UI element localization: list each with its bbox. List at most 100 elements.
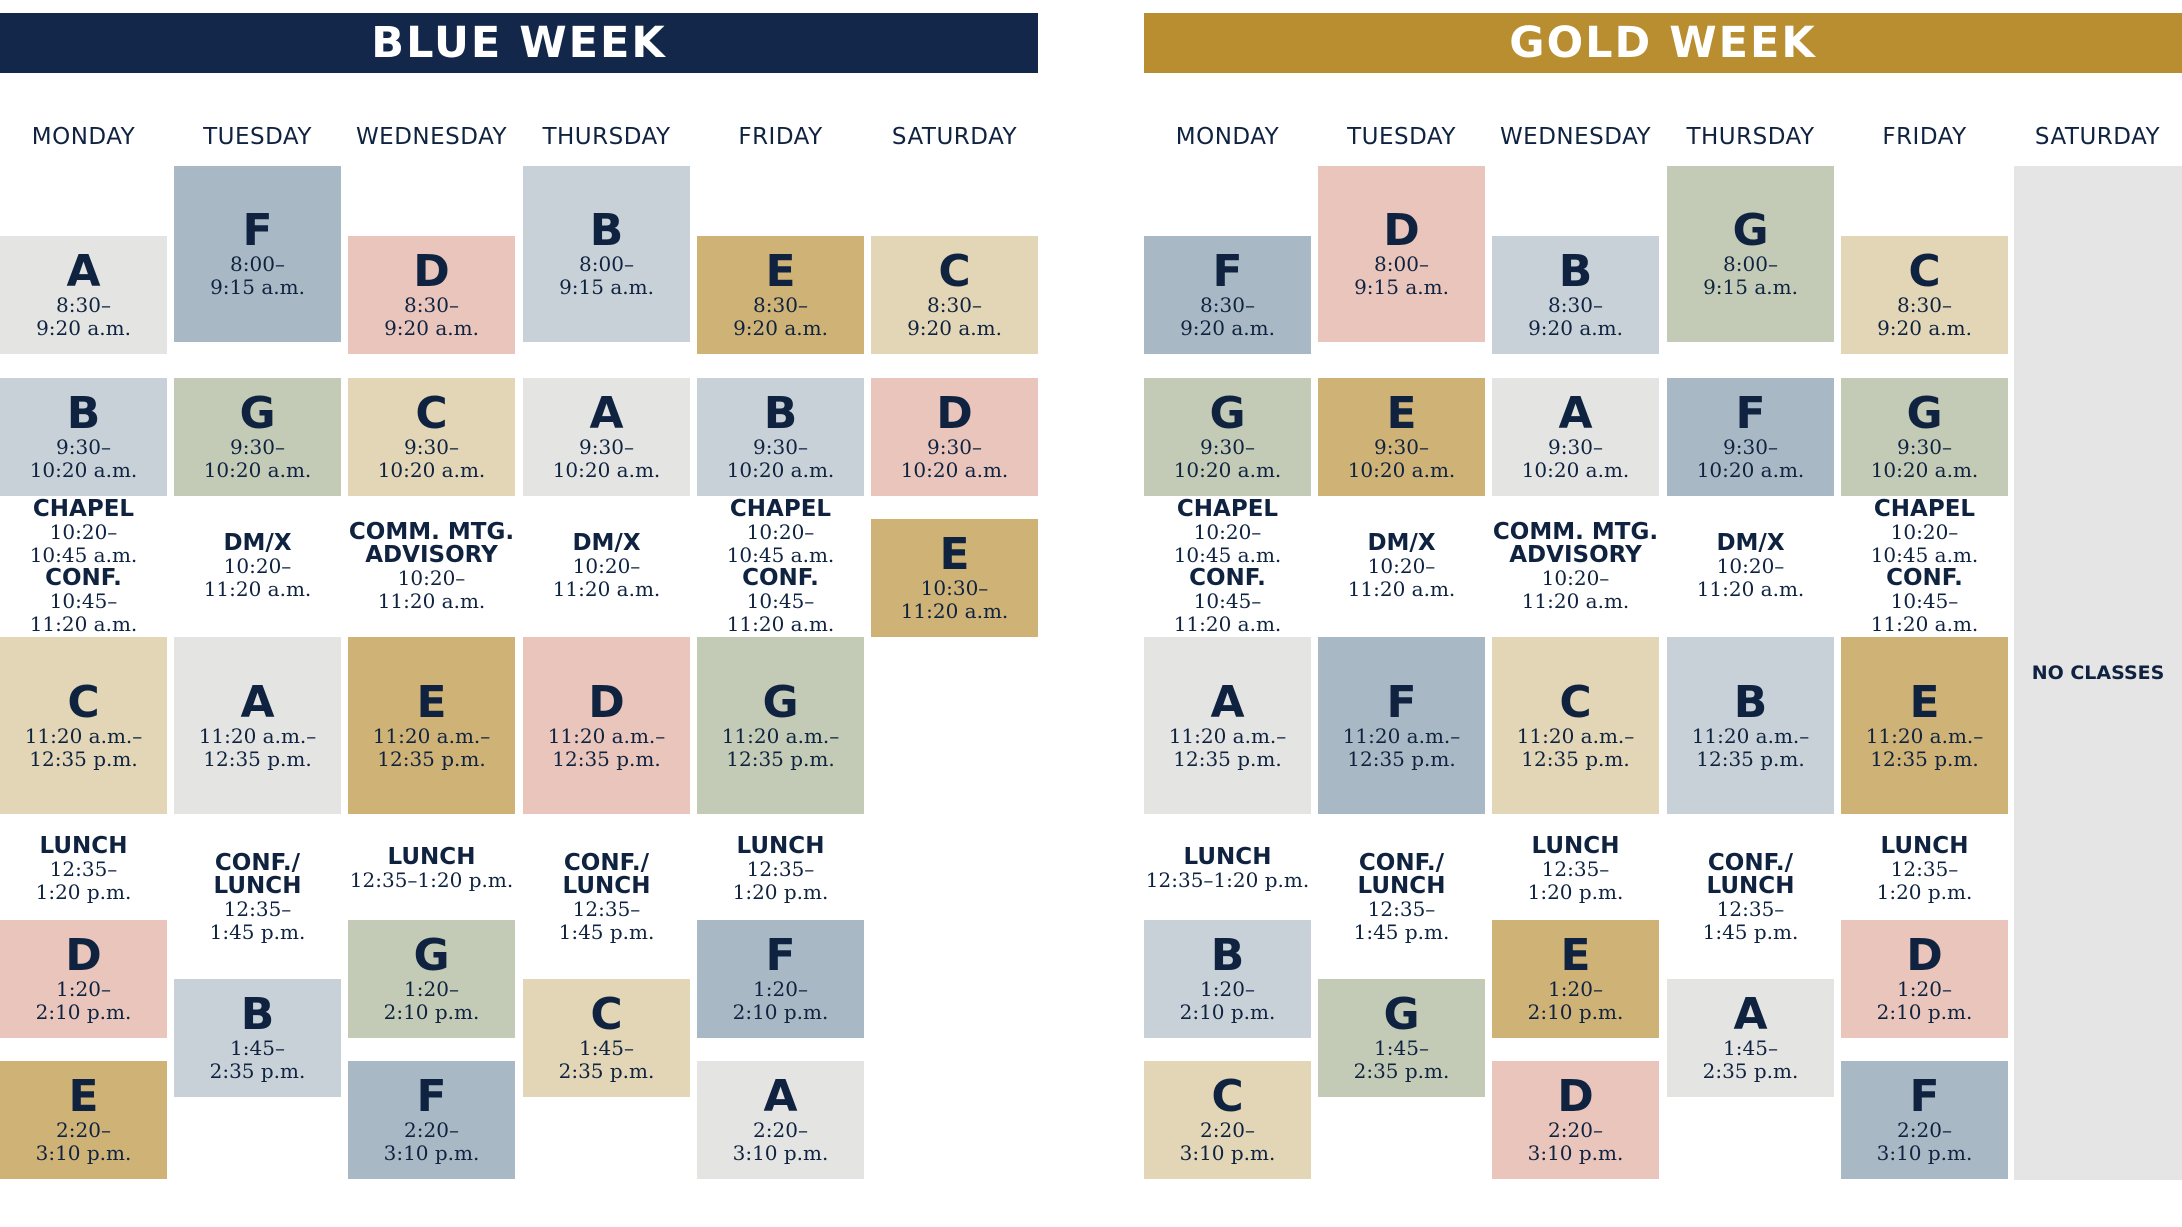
gold-week-banner: GOLD WEEK	[1144, 13, 2182, 73]
block-letter: A	[240, 676, 275, 728]
gold-class-block: C 11:20 a.m.– 12:35 p.m.	[1492, 637, 1659, 814]
block-start-time: 9:30–	[230, 435, 285, 459]
info-time: 11:20 a.m.	[726, 611, 835, 636]
info-time: 12:35–	[1541, 856, 1610, 881]
block-start-time: 11:20 a.m.–	[1342, 723, 1461, 748]
gold-class-block: C 8:30– 9:20 a.m.	[1841, 236, 2008, 354]
block-start-time: 11:20 a.m.–	[24, 723, 143, 748]
block-letter: A	[1558, 388, 1593, 439]
blue-info-slot: CONF./LUNCH 12:35– 1:45 p.m.	[174, 818, 341, 978]
block-end-time: 10:20 a.m.	[29, 458, 138, 482]
block-start-time: 9:30–	[927, 435, 982, 459]
gold-day-label: TUESDAY	[1347, 124, 1456, 150]
block-start-time: 11:20 a.m.–	[198, 723, 317, 748]
block-letter: D	[1383, 205, 1420, 256]
info-heading: CONF./	[1707, 850, 1794, 876]
block-end-time: 2:10 p.m.	[35, 1000, 132, 1024]
info-heading: DM/X	[223, 530, 292, 556]
block-end-time: 12:35 p.m.	[1347, 746, 1456, 771]
gold-saturday-no-classes: NO CLASSES	[2014, 166, 2182, 1180]
blue-class-block: B 8:00– 9:15 a.m.	[523, 166, 690, 342]
block-letter: B	[1558, 246, 1593, 297]
block-letter: F	[1212, 246, 1243, 297]
blue-class-block: C 11:20 a.m.– 12:35 p.m.	[0, 637, 167, 814]
info-heading: LUNCH	[213, 873, 302, 899]
info-heading: LUNCH	[1531, 832, 1620, 859]
info-heading: CONF./	[563, 850, 650, 876]
blue-day-label: FRIDAY	[738, 124, 823, 150]
gold-class-block: B 8:30– 9:20 a.m.	[1492, 236, 1659, 354]
info-time: 10:20–	[572, 554, 641, 578]
block-letter: G	[1383, 989, 1420, 1040]
info-heading: LUNCH	[1706, 873, 1795, 899]
block-letter: C	[590, 989, 623, 1040]
info-heading: CONF.	[742, 564, 819, 591]
info-heading: CHAPEL	[32, 495, 135, 522]
info-heading: CONF.	[1886, 564, 1963, 591]
block-start-time: 9:30–	[1374, 435, 1429, 459]
info-heading: CHAPEL	[1873, 495, 1976, 522]
blue-info-slot: DM/X 10:20– 11:20 a.m.	[523, 496, 690, 637]
info-heading: COMM. MTG.	[1492, 518, 1659, 545]
info-time: 1:20 p.m.	[732, 879, 829, 904]
block-start-time: 1:20–	[1897, 977, 1952, 1001]
block-end-time: 12:35 p.m.	[377, 746, 486, 771]
info-heading: LUNCH	[562, 873, 651, 899]
block-end-time: 9:20 a.m.	[1180, 316, 1275, 340]
block-start-time: 8:30–	[753, 293, 808, 317]
block-end-time: 10:20 a.m.	[552, 458, 661, 482]
block-end-time: 9:20 a.m.	[907, 316, 1002, 340]
gold-class-block: F 8:30– 9:20 a.m.	[1144, 236, 1311, 354]
block-letter: B	[589, 205, 624, 256]
blue-class-block: A 2:20– 3:10 p.m.	[697, 1061, 864, 1179]
info-time: 1:45 p.m.	[1353, 920, 1450, 944]
info-heading: LUNCH	[39, 832, 128, 859]
block-end-time: 9:20 a.m.	[1877, 316, 1972, 340]
block-end-time: 10:20 a.m.	[1173, 458, 1282, 482]
info-time: 11:20 a.m.	[1521, 588, 1630, 613]
info-time: 10:20–	[1367, 554, 1436, 578]
block-end-time: 2:10 p.m.	[1179, 1000, 1276, 1024]
block-end-time: 9:20 a.m.	[733, 316, 828, 340]
block-end-time: 12:35 p.m.	[1696, 746, 1805, 771]
info-time: 12:35–	[1716, 897, 1785, 921]
gold-class-block: D 8:00– 9:15 a.m.	[1318, 166, 1485, 342]
info-time: 12:35–	[746, 856, 815, 881]
block-start-time: 1:45–	[230, 1036, 285, 1060]
block-start-time: 1:20–	[1200, 977, 1255, 1001]
block-end-time: 2:10 p.m.	[732, 1000, 829, 1024]
info-heading: CONF./	[1358, 850, 1445, 876]
blue-class-block: A 8:30– 9:20 a.m.	[0, 236, 167, 354]
info-heading: LUNCH	[736, 832, 825, 859]
block-end-time: 3:10 p.m.	[1179, 1141, 1276, 1165]
block-end-time: 3:10 p.m.	[1527, 1141, 1624, 1165]
gold-class-block: G 9:30– 10:20 a.m.	[1144, 378, 1311, 496]
info-heading: CHAPEL	[1176, 495, 1279, 522]
block-letter: B	[1733, 676, 1768, 728]
block-start-time: 9:30–	[579, 435, 634, 459]
block-letter: D	[1557, 1071, 1594, 1122]
block-letter: E	[1386, 388, 1417, 439]
block-start-time: 2:20–	[1897, 1118, 1952, 1142]
block-letter: G	[762, 676, 799, 728]
blue-info-slot: CHAPEL 10:20– 10:45 a.m. CONF. 10:45– 11:20 a…	[0, 496, 167, 637]
block-start-time: 1:20–	[56, 977, 111, 1001]
block-start-time: 8:00–	[1723, 252, 1778, 276]
block-start-time: 9:30–	[1200, 435, 1255, 459]
block-start-time: 9:30–	[1897, 435, 1952, 459]
info-heading: ADVISORY	[365, 541, 498, 568]
block-letter: C	[67, 676, 100, 728]
info-heading: ADVISORY	[1509, 541, 1642, 568]
info-time: 10:45 a.m.	[1870, 542, 1979, 567]
info-time: 10:20–	[1541, 565, 1610, 590]
block-letter: D	[936, 388, 973, 439]
info-time: 10:45–	[49, 588, 118, 613]
info-time: 11:20 a.m.	[1696, 577, 1805, 601]
block-start-time: 8:30–	[1548, 293, 1603, 317]
blue-class-block: D 1:20– 2:10 p.m.	[0, 920, 167, 1038]
block-end-time: 12:35 p.m.	[1870, 746, 1979, 771]
block-letter: C	[415, 388, 448, 439]
